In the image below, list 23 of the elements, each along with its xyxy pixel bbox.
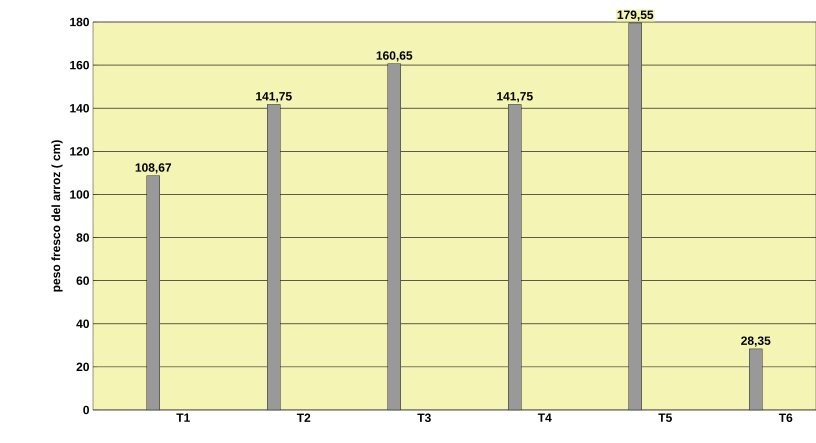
- data-label: 179,55: [618, 10, 654, 21]
- data-label: 28,35: [741, 336, 770, 347]
- y-tick-label: 140: [70, 104, 89, 112]
- y-tick-label: 100: [70, 190, 89, 199]
- y-tick-label: 40: [76, 320, 89, 328]
- x-tick-label: T3: [417, 414, 431, 422]
- data-label: 141,75: [256, 92, 292, 102]
- y-tick-label: 60: [76, 276, 89, 285]
- y-axis-title: peso fresco del arroz ( cm): [51, 140, 63, 292]
- x-tick-label: T4: [538, 414, 552, 422]
- y-tick-label: 120: [70, 147, 89, 156]
- y-tick-label: 0: [83, 406, 89, 414]
- x-tick-label: T1: [176, 414, 190, 422]
- y-tick-label: 80: [76, 233, 89, 242]
- x-tick-label: T6: [778, 414, 792, 422]
- y-tick-label: 180: [70, 18, 89, 26]
- x-tick-label: T5: [658, 414, 672, 422]
- y-tick-label: 160: [70, 60, 89, 70]
- y-tick-label: 20: [76, 362, 89, 372]
- data-label: 108,67: [136, 163, 172, 174]
- data-label: 141,75: [497, 92, 533, 102]
- data-label: 160,65: [376, 51, 412, 62]
- x-tick-label: T2: [296, 414, 310, 422]
